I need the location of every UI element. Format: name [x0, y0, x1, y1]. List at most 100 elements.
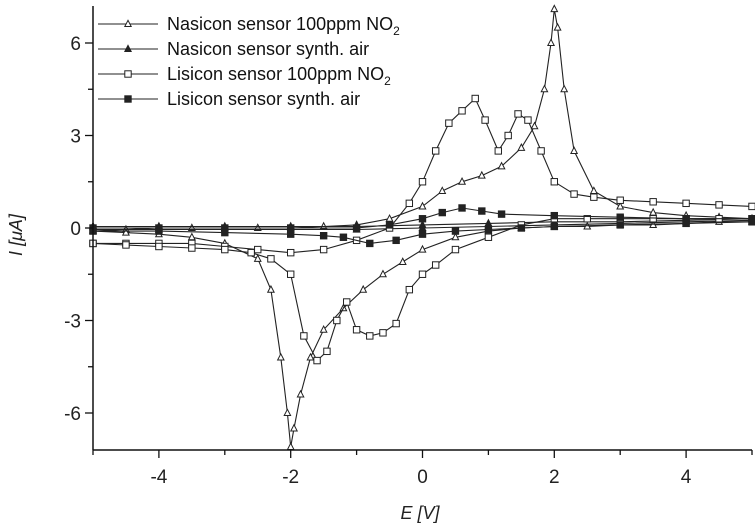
legend-marker: [123, 19, 133, 28]
data-point: [313, 356, 321, 365]
data-point: [583, 215, 591, 223]
x-tick-label: 2: [549, 467, 560, 488]
data-point: [267, 255, 275, 263]
data-point: [546, 38, 556, 47]
data-point: [514, 110, 522, 118]
data-point: [378, 269, 387, 278]
data-point: [517, 143, 526, 151]
data-point: [682, 219, 690, 228]
data-point: [550, 178, 558, 186]
data-point: [616, 196, 624, 204]
data-point: [287, 248, 295, 257]
legend-marker: [123, 44, 133, 53]
data-point: [121, 227, 130, 236]
series-3: [89, 94, 755, 365]
data-point: [438, 186, 447, 195]
data-point: [517, 224, 526, 232]
data-point: [188, 244, 196, 252]
data-point: [289, 423, 299, 432]
data-point: [451, 227, 460, 235]
legend-marker: [124, 70, 132, 78]
data-point: [649, 198, 657, 206]
data-point: [287, 270, 295, 278]
data-point: [405, 199, 414, 208]
data-point: [504, 131, 512, 140]
data-point: [319, 245, 328, 254]
data-point: [589, 186, 598, 195]
data-point: [352, 224, 361, 232]
data-point: [431, 261, 440, 269]
series-4: [89, 204, 755, 248]
data-point: [266, 284, 275, 293]
data-point: [276, 352, 285, 361]
legend-item: Lisicon sensor 100ppm NO2: [98, 64, 391, 88]
data-point: [649, 215, 657, 223]
data-point: [748, 218, 755, 226]
y-tick-label: 0: [70, 219, 81, 240]
legend-label: Lisicon sensor synth. air: [167, 89, 360, 109]
legend-label: Nasicon sensor synth. air: [167, 39, 369, 59]
x-tick-label: 4: [681, 467, 692, 488]
data-point: [484, 225, 493, 234]
data-point: [392, 236, 400, 245]
data-point: [366, 239, 374, 248]
x-tick-label: -4: [150, 467, 167, 488]
data-point: [286, 442, 295, 450]
y-tick-label: -3: [64, 312, 81, 333]
y-tick-label: 6: [70, 34, 81, 55]
data-point: [524, 116, 532, 124]
data-point: [339, 233, 348, 241]
data-point: [300, 332, 308, 340]
data-point: [550, 211, 558, 220]
data-point: [418, 270, 427, 278]
data-point: [715, 201, 723, 209]
data-point: [560, 84, 569, 93]
data-point: [445, 119, 453, 127]
data-point: [550, 4, 559, 13]
data-point: [484, 233, 493, 241]
data-point: [616, 221, 624, 229]
data-point: [458, 204, 466, 212]
data-point: [283, 408, 292, 417]
data-point: [398, 257, 407, 265]
data-point: [481, 116, 489, 124]
data-point: [392, 319, 400, 328]
data-point: [352, 326, 361, 334]
data-point: [254, 245, 262, 254]
data-point: [333, 316, 341, 325]
data-point: [366, 332, 374, 340]
data-point: [477, 170, 486, 179]
legend-item: Lisicon sensor synth. air: [98, 89, 360, 109]
data-point: [550, 222, 558, 231]
data-point: [497, 210, 506, 218]
data-point: [570, 190, 578, 198]
data-point: [418, 244, 427, 253]
data-point: [497, 161, 506, 170]
legend-item: Nasicon sensor 100ppm NO2: [98, 14, 400, 38]
data-point: [323, 347, 331, 356]
data-point: [438, 208, 446, 217]
data-point: [296, 389, 305, 398]
x-axis-title: E [V]: [400, 503, 440, 523]
data-point: [458, 107, 466, 115]
y-tick-label: -6: [64, 404, 81, 425]
x-tick-label: -2: [282, 467, 299, 488]
data-point: [590, 193, 598, 201]
legend-label: Lisicon sensor 100ppm NO2: [167, 64, 391, 88]
legend-label: Nasicon sensor 100ppm NO2: [167, 14, 400, 38]
data-point: [247, 248, 255, 257]
data-point: [748, 202, 755, 211]
x-tick-label: 0: [417, 467, 428, 488]
data-point: [682, 199, 690, 208]
series-line: [92, 221, 752, 447]
data-point: [319, 324, 328, 333]
data-point: [359, 284, 368, 293]
data-point: [537, 147, 545, 155]
axes: -4 -2 0 2 4 -6 -3 0 3 6: [64, 6, 753, 488]
y-tick-label: 3: [70, 127, 81, 148]
data-point: [540, 84, 549, 93]
data-point: [553, 22, 562, 31]
data-point: [319, 232, 328, 240]
